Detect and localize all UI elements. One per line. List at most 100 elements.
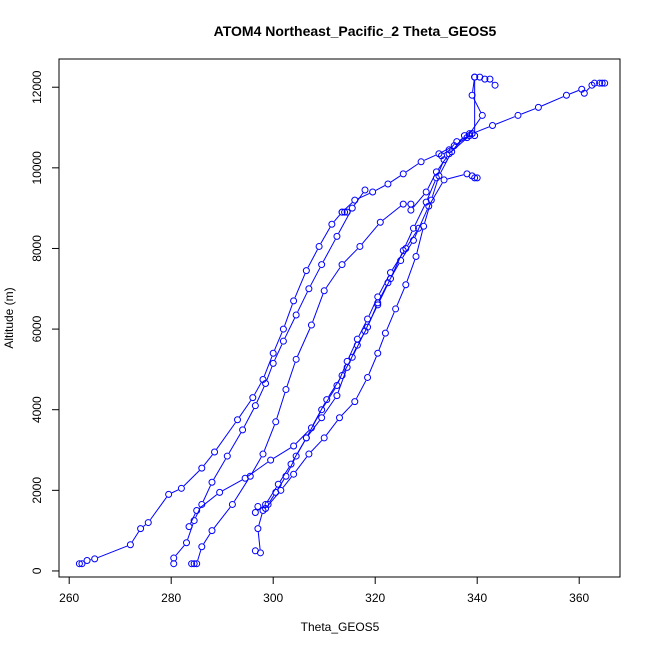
data-point — [471, 174, 479, 182]
data-point — [338, 371, 346, 379]
chart-title: ATOM4 Northeast_Pacific_2 Theta_GEOS5 — [214, 23, 497, 39]
series-segment — [495, 116, 515, 125]
data-point — [562, 91, 570, 99]
series-segment — [213, 506, 231, 529]
data-point — [412, 253, 420, 261]
series-9 — [407, 79, 609, 214]
y-tick-label: 12000 — [30, 70, 44, 104]
series-segment — [337, 370, 347, 393]
data-point — [254, 502, 262, 510]
data-point — [91, 555, 99, 563]
plot-frame — [58, 58, 621, 578]
data-point — [591, 79, 598, 87]
series-segment — [472, 80, 475, 92]
data-point — [333, 382, 341, 390]
data-point — [269, 359, 277, 367]
series-segment — [406, 259, 416, 282]
series-segment — [199, 494, 218, 509]
series-segment — [308, 420, 320, 436]
series-segment — [266, 366, 273, 381]
series-layer — [75, 73, 609, 568]
data-point — [144, 519, 152, 527]
series-segment — [355, 380, 367, 399]
data-point — [374, 299, 382, 307]
data-point — [440, 176, 448, 184]
data-point — [425, 202, 433, 210]
series-segment — [438, 156, 448, 170]
series-segment — [459, 136, 467, 141]
series-segment — [338, 210, 352, 234]
series-segment — [412, 194, 425, 208]
data-point — [83, 556, 91, 564]
x-tick-label: 260 — [59, 591, 79, 605]
data-point — [374, 349, 382, 357]
data-point — [351, 196, 359, 204]
data-point — [417, 158, 425, 166]
data-point — [185, 523, 193, 531]
series-segment — [149, 496, 168, 521]
series-segment — [292, 440, 306, 462]
data-point — [486, 75, 494, 83]
series-segment — [263, 424, 275, 451]
series-segment — [222, 479, 243, 492]
data-point — [126, 541, 134, 549]
series-segment — [284, 303, 293, 326]
series-segment — [427, 174, 436, 190]
data-point — [75, 560, 83, 568]
data-point — [228, 500, 236, 508]
series-segment — [228, 432, 242, 454]
data-point — [369, 188, 377, 196]
data-point — [453, 138, 461, 146]
data-point — [381, 329, 389, 337]
series-segment — [424, 154, 436, 161]
data-point — [315, 242, 323, 250]
data-point — [338, 208, 346, 216]
data-point — [137, 525, 145, 533]
series-segment — [203, 533, 211, 545]
series-segment — [361, 224, 379, 245]
data-point — [292, 355, 300, 363]
data-point — [356, 242, 364, 250]
data-point — [165, 490, 173, 498]
series-segment — [416, 229, 424, 254]
data-point — [596, 79, 604, 87]
data-point — [489, 122, 496, 130]
x-tick-label: 340 — [467, 591, 487, 605]
data-point — [234, 416, 241, 424]
series-segment — [267, 492, 279, 507]
data-point — [290, 442, 298, 450]
data-point — [307, 321, 315, 329]
series-segment — [368, 305, 377, 325]
data-point — [262, 380, 270, 388]
data-point — [274, 480, 282, 488]
data-point — [397, 257, 405, 265]
data-point — [402, 281, 410, 289]
series-8 — [338, 73, 499, 216]
data-point — [190, 560, 198, 568]
series-segment — [475, 126, 490, 133]
series-segment — [257, 506, 264, 511]
x-tick-label: 320 — [365, 591, 385, 605]
series-segment — [295, 429, 310, 444]
series-segment — [274, 344, 283, 361]
data-point — [170, 554, 178, 562]
series-segment — [414, 209, 428, 238]
series-segment — [213, 458, 226, 480]
x-tick-label: 360 — [569, 591, 589, 605]
data-point — [279, 325, 287, 333]
series-segment — [254, 382, 262, 395]
series-segment — [171, 489, 179, 494]
data-point — [445, 150, 453, 158]
data-point — [78, 560, 86, 568]
series-segment — [521, 108, 536, 115]
series-segment — [323, 398, 336, 416]
data-point — [292, 311, 300, 319]
data-point — [208, 527, 216, 535]
series-segment — [284, 317, 296, 339]
series-segment — [396, 287, 405, 306]
data-point — [190, 517, 198, 525]
data-point — [361, 186, 369, 194]
series-segment — [389, 263, 400, 280]
y-axis-label: Altitude (m) — [2, 287, 16, 348]
data-point — [290, 297, 298, 305]
